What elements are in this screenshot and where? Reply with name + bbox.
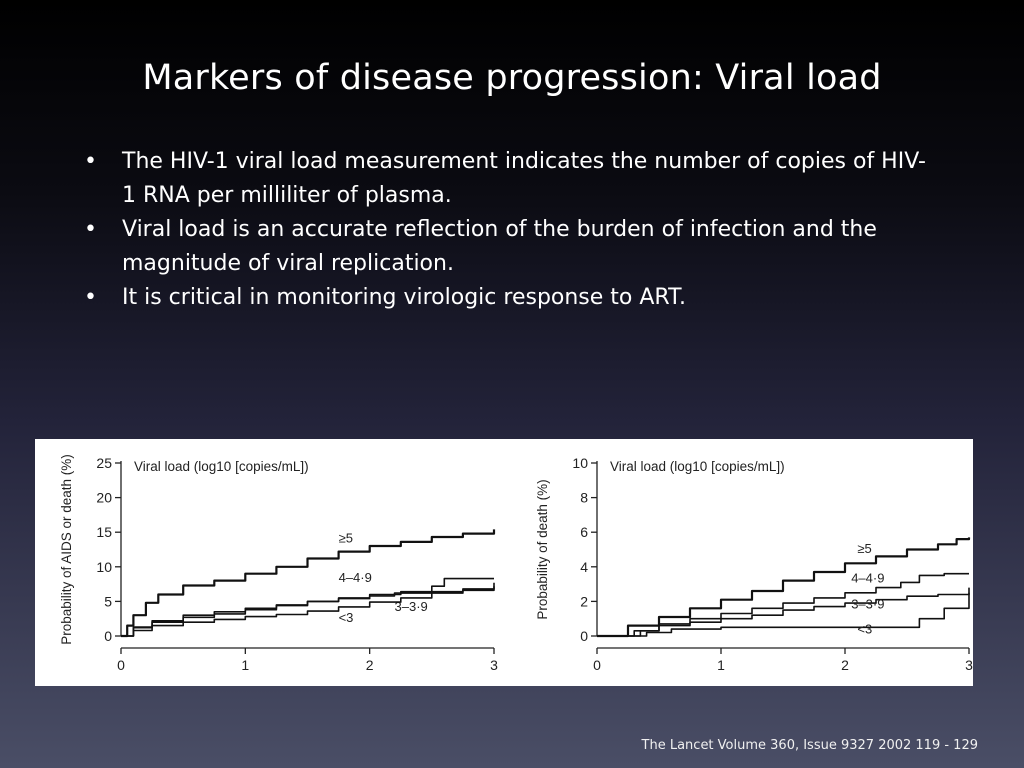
bullet-list: • The HIV-1 viral load measurement indic… (84, 145, 934, 315)
y-tick-label: 0 (104, 628, 112, 644)
chart-title: Viral load (log10 [copies/mL]) (610, 459, 785, 474)
x-tick-label: 1 (241, 657, 249, 673)
series-line-1 (121, 529, 496, 638)
x-tick-label: 0 (117, 657, 125, 673)
x-tick-label: 2 (366, 657, 374, 673)
figure-panel: 0 5 10 15 20 25 0 1 2 3 Viral load (log10 [copies/… (35, 439, 973, 686)
bullet-marker: • (84, 285, 97, 310)
y-tick-label: 10 (572, 455, 588, 471)
series-line-2 (121, 577, 494, 637)
bullet-marker: • (84, 149, 97, 174)
series-label: 4–4·9 (851, 570, 884, 585)
y-tick-label: 8 (580, 490, 588, 506)
y-axis-label: Probability of death (%) (535, 479, 550, 619)
y-tick-label: 0 (580, 628, 588, 644)
series-label: 3–3·9 (395, 599, 428, 614)
series-line-4 (121, 586, 495, 637)
y-tick-label: 4 (580, 559, 588, 575)
series-label: 4–4·9 (339, 570, 372, 585)
x-tick-label: 2 (841, 657, 849, 673)
y-axis-label: Probability of AIDS or death (%) (59, 454, 74, 645)
bullet-item: • It is critical in monitoring virologic… (84, 281, 934, 315)
bullet-item: • Viral load is an accurate reflection o… (84, 213, 934, 281)
x-tick-label: 1 (717, 657, 725, 673)
slide-title: Markers of disease progression: Viral lo… (142, 58, 882, 98)
bullet-text: Viral load is an accurate reflection of … (122, 217, 877, 276)
series-line-1 (597, 537, 971, 638)
series-line-4 (597, 587, 970, 637)
series-line-3 (597, 592, 970, 637)
series-line-2 (597, 572, 969, 637)
x-tick-label: 3 (490, 657, 498, 673)
x-tick-label: 3 (965, 657, 973, 673)
y-tick-label: 10 (96, 559, 112, 575)
bullet-text: The HIV-1 viral load measurement indicat… (122, 149, 926, 208)
series-line-3 (121, 582, 495, 637)
chart-title: Viral load (log10 [copies/mL]) (134, 459, 309, 474)
series-label: <3 (857, 621, 872, 636)
series-label: <3 (339, 610, 354, 625)
chart-2: 0 2 4 6 8 10 0 1 2 3 Viral load (log10 [copies/mL]… (535, 455, 973, 673)
y-tick-label: 20 (96, 490, 112, 506)
y-tick-label: 15 (96, 524, 112, 540)
y-tick-label: 25 (96, 455, 112, 471)
bullet-text: It is critical in monitoring virologic r… (122, 285, 686, 310)
bullet-item: • The HIV-1 viral load measurement indic… (84, 145, 934, 213)
series-label: ≥5 (857, 541, 871, 556)
series-label: 3–3·9 (851, 596, 884, 611)
y-tick-label: 5 (104, 593, 112, 609)
bullet-marker: • (84, 217, 97, 242)
x-tick-label: 0 (593, 657, 601, 673)
series-label: ≥5 (339, 531, 353, 546)
chart-1: 0 5 10 15 20 25 0 1 2 3 Viral load (log10 [copies/… (59, 454, 498, 673)
citation: The Lancet Volume 360, Issue 9327 2002 1… (641, 738, 978, 753)
y-tick-label: 2 (580, 593, 588, 609)
y-tick-label: 6 (580, 524, 588, 540)
